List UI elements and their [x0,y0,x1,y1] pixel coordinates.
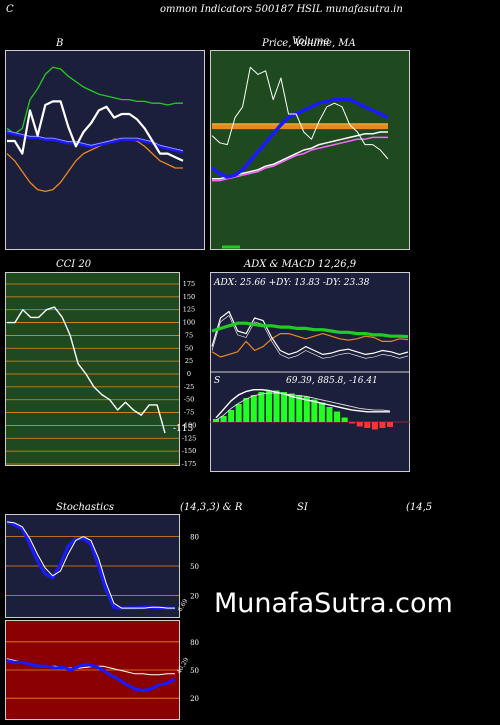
adx-label: ADX & MACD 12,26,9 [244,259,357,270]
macd-histogram-bar [334,411,341,422]
header-prefix: C [6,4,14,15]
cci-tick-label: -50 [184,396,194,404]
bb-label: B [56,38,64,49]
macd-histogram-bar [311,399,318,422]
macd-histogram-bar [341,417,348,422]
cci-tick-label: -25 [184,383,194,391]
stoch-tick-label: 80 [190,534,199,542]
price-longer-ma-line [212,136,388,182]
macd-histogram-bar [387,422,393,427]
rsi-tick-label: 20 [190,695,199,703]
macd-histogram-bar [371,422,378,430]
rsi-tick-label: 80 [190,639,199,647]
cci-tick-label: 75 [185,331,193,339]
rsi-params-label: (14,5 [406,502,433,513]
cci-chart: 175 150 125 100 75 50 25 0 -25 -50 -75 -100 -125 -150… [5,272,197,468]
cci-chart-background [5,272,180,466]
cci-tick-label: 25 [185,357,193,365]
cci-tick-label: 0 [187,370,191,378]
bollinger-chart [5,50,205,250]
macd-histogram-bar [318,402,325,422]
cci-label: CCI 20 [56,259,92,270]
adx-line [211,321,409,339]
cci-tick-label: -75 [184,409,194,417]
macd-histogram-bar [364,422,371,428]
brand-watermark: MunafaSutra.com [214,588,453,619]
macd-histogram-bar [265,390,272,422]
price-label: Price, Volume, MA [262,38,356,49]
macd-histogram-bar [379,422,386,428]
price-volume-ma-chart [210,50,410,250]
cci-value-label: -115 [173,424,193,434]
price-close-line [211,66,389,160]
stoch-d-line [6,521,175,609]
cci-tick-label: 175 [183,280,195,288]
price-volume-label: Volume [292,36,330,47]
cci-tick-label: -125 [182,434,197,442]
macd-signal-line [215,392,391,421]
bb-upper-line [6,66,183,135]
macd-line [215,388,390,419]
macd-histogram-bar [356,422,363,427]
stoch-label: Stochastics [56,502,114,513]
adx-plus-di-line [211,310,409,356]
cci-tick-label: -150 [182,447,197,455]
macd-histogram-bar [228,410,235,422]
cci-tick-label: -100 [182,421,197,429]
price-short-ma-line [210,97,389,179]
adx-minus-di-line [211,332,409,358]
adx-plus-di-shadow [211,315,409,359]
macd-s-label: S [214,376,220,386]
header-title: ommon Indicators 500187 H [160,4,306,15]
cci-tick-label: -175 [182,460,197,468]
price-long-ma-line [212,131,388,180]
cci-tick-label: 50 [185,344,193,352]
macd-histogram-bar [250,395,257,422]
macd-histogram-bar [288,393,295,422]
cci-line [7,306,166,434]
cci-tick-label: 100 [183,319,195,327]
macd-histogram-bar [235,404,242,422]
macd-histogram-bar [349,422,356,424]
macd-values-text: 69.39, 885.8, -16.41 [286,376,378,386]
adx-macd-chart: ADX: 25.66 +DY: 13.83 -DY: 23.38 S 69.39… [210,272,410,472]
rsi-label: SI [297,502,308,513]
macd-histogram-bar [326,407,333,422]
bb-lower-line [6,138,183,193]
rsi-tick-label: 50 [190,667,199,675]
stoch-tick-label: 50 [190,563,199,571]
stoch-tick-label: 20 [190,592,199,600]
macd-histogram-bar [243,398,250,422]
header-title-right: SIL munafasutra.in [305,4,403,15]
macd-histogram-bar [303,396,310,422]
macd-histogram-bar [220,416,227,422]
macd-histogram-bar [258,392,265,422]
adx-values-text: ADX: 25.66 +DY: 13.83 -DY: 23.38 [213,278,370,288]
macd-histogram-bar [296,395,303,422]
macd-histogram-bar [213,419,219,422]
macd-histogram-bar [273,390,280,422]
macd-histogram-bar [281,392,288,422]
stoch-params-label: (14,3,3) & R [180,502,243,513]
cci-tick-label: 125 [183,306,195,314]
rsi-line [6,659,176,693]
bb-price-line [7,100,184,162]
cci-tick-label: 150 [183,293,195,301]
stoch-k-line [6,520,176,610]
